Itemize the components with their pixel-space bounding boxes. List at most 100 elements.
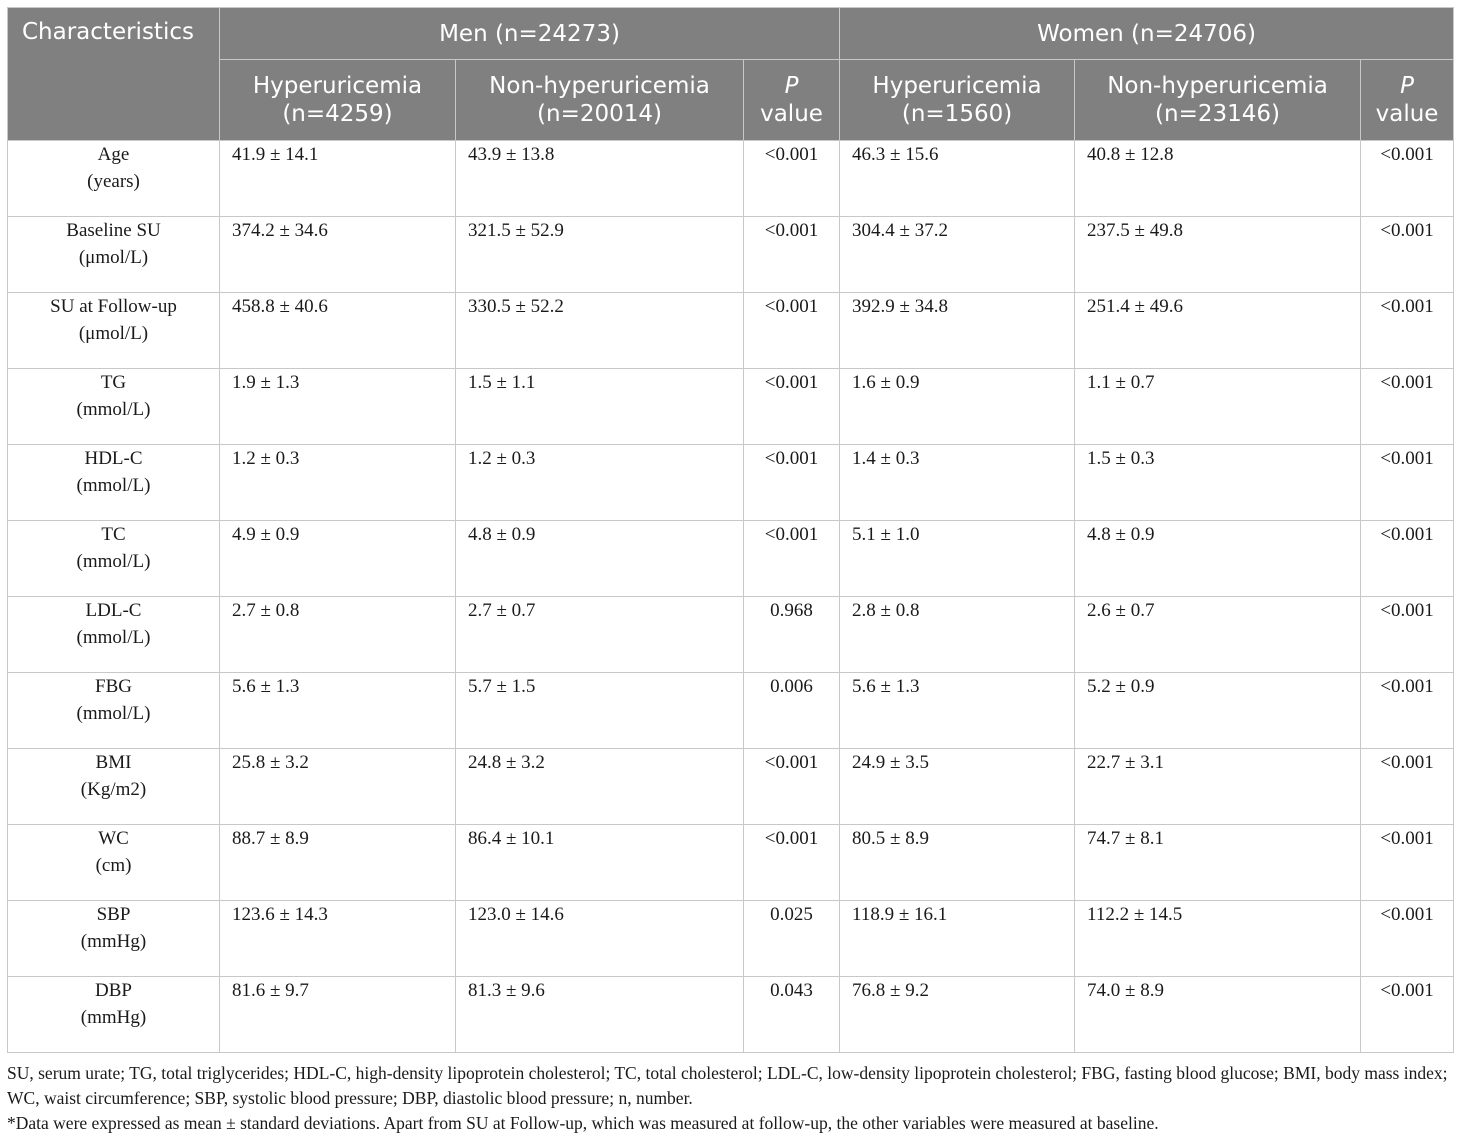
cell-men-hyperuricemia: 1.9 ± 1.3 (219, 368, 456, 445)
row-unit: (μmol/L) (78, 323, 149, 344)
cell-women-non-hyperuricemia: 112.2 ± 14.5 (1074, 900, 1362, 977)
table-row: SBP (mmHg) 123.6 ± 14.3 123.0 ± 14.6 0.02… (7, 900, 1455, 977)
cell-men-p-value: <0.001 (742, 292, 841, 369)
row-unit: (mmol/L) (76, 627, 151, 648)
cell-men-hyperuricemia: 1.2 ± 0.3 (219, 444, 456, 521)
cell-women-hyperuricemia: 118.9 ± 16.1 (839, 900, 1076, 977)
cell-women-non-hyperuricemia: 2.6 ± 0.7 (1074, 596, 1362, 673)
table-row: Baseline SU (μmol/L) 374.2 ± 34.6 321.5 ±… (7, 216, 1455, 293)
header-men-p-value: P value (742, 59, 841, 141)
cell-women-p-value: <0.001 (1360, 900, 1455, 977)
p-label: P (1400, 73, 1414, 99)
cell-women-hyperuricemia: 24.9 ± 3.5 (839, 748, 1076, 825)
cell-women-p-value: <0.001 (1360, 824, 1455, 901)
row-label: DBP (mmHg) (7, 976, 220, 1053)
cell-women-non-hyperuricemia: 251.4 ± 49.6 (1074, 292, 1362, 369)
cell-women-p-value: <0.001 (1360, 216, 1455, 293)
cell-women-non-hyperuricemia: 74.0 ± 8.9 (1074, 976, 1362, 1053)
cell-men-p-value: <0.001 (742, 520, 841, 597)
row-name: TC (101, 524, 126, 545)
header-row-groups: Characteristics Men (n=24273) Women (n=2… (7, 7, 1455, 141)
cell-men-p-value: <0.001 (742, 748, 841, 825)
cell-men-hyperuricemia: 41.9 ± 14.1 (219, 140, 456, 217)
table-row: TG (mmol/L) 1.9 ± 1.3 1.5 ± 1.1 <0.001 1.… (7, 368, 1455, 445)
table-row: HDL-C (mmol/L) 1.2 ± 0.3 1.2 ± 0.3 <0.001… (7, 444, 1455, 521)
table-row: Age (years) 41.9 ± 14.1 43.9 ± 13.8 <0.00… (7, 140, 1455, 217)
cell-men-hyperuricemia: 123.6 ± 14.3 (219, 900, 456, 977)
cell-women-hyperuricemia: 1.4 ± 0.3 (839, 444, 1076, 521)
row-name: FBG (95, 676, 132, 697)
cell-women-non-hyperuricemia: 1.1 ± 0.7 (1074, 368, 1362, 445)
cell-women-p-value: <0.001 (1360, 368, 1455, 445)
table-row: BMI (Kg/m2) 25.8 ± 3.2 24.8 ± 3.2 <0.001 … (7, 748, 1455, 825)
cell-women-non-hyperuricemia: 237.5 ± 49.8 (1074, 216, 1362, 293)
cell-men-p-value: <0.001 (742, 140, 841, 217)
table-container: Characteristics Men (n=24273) Women (n=2… (7, 7, 1455, 1136)
row-label: TC (mmol/L) (7, 520, 220, 597)
cell-men-non-hyperuricemia: 330.5 ± 52.2 (455, 292, 744, 369)
table-row: LDL-C (mmol/L) 2.7 ± 0.8 2.7 ± 0.7 0.968 … (7, 596, 1455, 673)
row-label: WC (cm) (7, 824, 220, 901)
cell-men-non-hyperuricemia: 4.8 ± 0.9 (455, 520, 744, 597)
cell-men-hyperuricemia: 458.8 ± 40.6 (219, 292, 456, 369)
header-women-non-hyperuricemia: Non-hyperuricemia (n=23146) (1074, 59, 1362, 141)
cell-women-p-value: <0.001 (1360, 976, 1455, 1053)
table-body: Age (years) 41.9 ± 14.1 43.9 ± 13.8 <0.00… (7, 140, 1455, 1053)
row-unit: (Kg/m2) (80, 779, 147, 800)
row-label: HDL-C (mmol/L) (7, 444, 220, 521)
cell-men-non-hyperuricemia: 5.7 ± 1.5 (455, 672, 744, 749)
row-name: SU at Follow-up (50, 296, 177, 317)
row-name: LDL-C (85, 600, 142, 621)
cell-women-non-hyperuricemia: 1.5 ± 0.3 (1074, 444, 1362, 521)
cell-women-hyperuricemia: 80.5 ± 8.9 (839, 824, 1076, 901)
cell-men-p-value: 0.968 (742, 596, 841, 673)
cell-women-non-hyperuricemia: 74.7 ± 8.1 (1074, 824, 1362, 901)
cell-men-p-value: <0.001 (742, 216, 841, 293)
table-row: FBG (mmol/L) 5.6 ± 1.3 5.7 ± 1.5 0.006 5.… (7, 672, 1455, 749)
row-name: DBP (95, 980, 132, 1001)
row-unit: (mmol/L) (76, 399, 151, 420)
row-name: BMI (95, 752, 132, 773)
p-label: P (784, 73, 799, 99)
row-label: SU at Follow-up (μmol/L) (7, 292, 220, 369)
table-row: SU at Follow-up (μmol/L) 458.8 ± 40.6 330… (7, 292, 1455, 369)
row-unit: (μmol/L) (78, 247, 149, 268)
cell-women-hyperuricemia: 76.8 ± 9.2 (839, 976, 1076, 1053)
cell-men-non-hyperuricemia: 24.8 ± 3.2 (455, 748, 744, 825)
cell-men-non-hyperuricemia: 123.0 ± 14.6 (455, 900, 744, 977)
header-men-non-hyperuricemia: Non-hyperuricemia (n=20014) (455, 59, 744, 141)
row-name: TG (100, 372, 127, 393)
row-name: WC (98, 828, 129, 849)
header-men-hyperuricemia: Hyperuricemia (n=4259) (219, 59, 456, 141)
row-label: SBP (mmHg) (7, 900, 220, 977)
cell-men-non-hyperuricemia: 1.2 ± 0.3 (455, 444, 744, 521)
cell-men-non-hyperuricemia: 1.5 ± 1.1 (455, 368, 744, 445)
cell-men-non-hyperuricemia: 2.7 ± 0.7 (455, 596, 744, 673)
cell-men-non-hyperuricemia: 43.9 ± 13.8 (455, 140, 744, 217)
row-unit: (cm) (95, 855, 132, 876)
row-label: BMI (Kg/m2) (7, 748, 220, 825)
row-label: Age (years) (7, 140, 220, 217)
row-name: SBP (96, 904, 131, 925)
cell-women-p-value: <0.001 (1360, 748, 1455, 825)
cell-women-non-hyperuricemia: 5.2 ± 0.9 (1074, 672, 1362, 749)
data-note: *Data were expressed as mean ± standard … (7, 1113, 1159, 1133)
cell-women-hyperuricemia: 46.3 ± 15.6 (839, 140, 1076, 217)
cell-men-p-value: <0.001 (742, 368, 841, 445)
cell-men-hyperuricemia: 5.6 ± 1.3 (219, 672, 456, 749)
header-characteristics: Characteristics (7, 7, 220, 141)
row-name: Baseline SU (66, 220, 161, 241)
row-unit: (mmHg) (80, 931, 147, 952)
table-row: TC (mmol/L) 4.9 ± 0.9 4.8 ± 0.9 <0.001 5.… (7, 520, 1455, 597)
cell-men-hyperuricemia: 25.8 ± 3.2 (219, 748, 456, 825)
header-row-subgroups: Hyperuricemia (n=4259) Non-hyperuricemia… (8, 59, 1455, 141)
cell-women-p-value: <0.001 (1360, 140, 1455, 217)
row-label: LDL-C (mmol/L) (7, 596, 220, 673)
row-label: TG (mmol/L) (7, 368, 220, 445)
cell-men-non-hyperuricemia: 86.4 ± 10.1 (455, 824, 744, 901)
header-men: Men (n=24273) (218, 7, 841, 60)
cell-women-p-value: <0.001 (1360, 672, 1455, 749)
row-unit: (mmHg) (80, 1007, 147, 1028)
value-label: value (760, 101, 823, 127)
cell-men-p-value: <0.001 (742, 824, 841, 901)
